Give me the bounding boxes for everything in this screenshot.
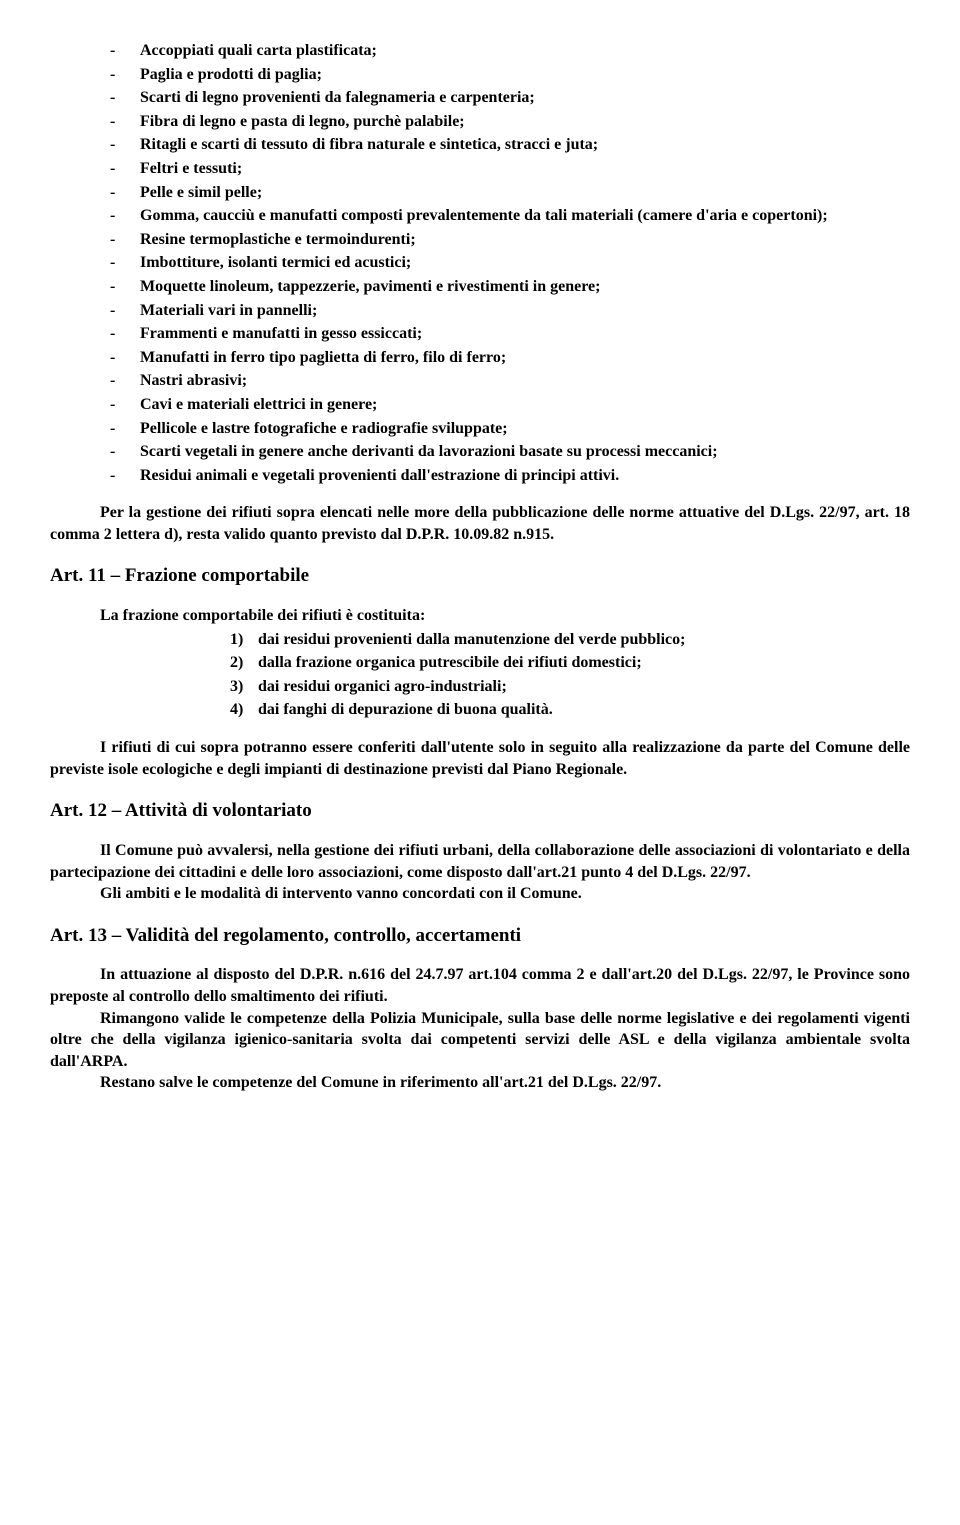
bullet-dash: - — [110, 205, 140, 227]
bullet-dash: - — [110, 40, 140, 62]
bullet-dash: - — [110, 465, 140, 487]
bullet-dash: - — [110, 441, 140, 463]
bullet-item: -Manufatti in ferro tipo paglietta di fe… — [110, 347, 910, 369]
numbered-marker: 3) — [230, 676, 258, 698]
bullet-text: Resine termoplastiche e termoindurenti; — [140, 229, 910, 251]
bullet-text: Paglia e prodotti di paglia; — [140, 64, 910, 86]
bullet-dash: - — [110, 347, 140, 369]
bullet-dash: - — [110, 252, 140, 274]
bullet-item: -Residui animali e vegetali provenienti … — [110, 465, 910, 487]
paragraph-gestione: Per la gestione dei rifiuti sopra elenca… — [50, 502, 910, 545]
bullet-text: Pelle e simil pelle; — [140, 182, 910, 204]
bullet-dash: - — [110, 370, 140, 392]
bullet-item: -Imbottiture, isolanti termici ed acusti… — [110, 252, 910, 274]
bullet-item: -Scarti di legno provenienti da falegnam… — [110, 87, 910, 109]
bullet-dash: - — [110, 418, 140, 440]
numbered-item: 1)dai residui provenienti dalla manutenz… — [230, 629, 910, 651]
bullet-item: -Paglia e prodotti di paglia; — [110, 64, 910, 86]
bullet-item: -Accoppiati quali carta plastificata; — [110, 40, 910, 62]
heading-art-11: Art. 11 – Frazione comportabile — [50, 563, 910, 589]
bullet-item: -Frammenti e manufatti in gesso essiccat… — [110, 323, 910, 345]
paragraph-restano: Restano salve le competenze del Comune i… — [50, 1072, 910, 1094]
paragraph-competenze: Rimangono valide le competenze della Pol… — [50, 1008, 910, 1073]
bullet-text: Gomma, caucciù e manufatti composti prev… — [140, 205, 910, 227]
bullet-item: -Pelle e simil pelle; — [110, 182, 910, 204]
numbered-text: dai residui provenienti dalla manutenzio… — [258, 629, 910, 651]
paragraph-attuazione: In attuazione al disposto del D.P.R. n.6… — [50, 964, 910, 1007]
heading-art-13: Art. 13 – Validità del regolamento, cont… — [50, 923, 910, 949]
bullet-dash: - — [110, 300, 140, 322]
bullet-item: -Gomma, caucciù e manufatti composti pre… — [110, 205, 910, 227]
numbered-item: 3)dai residui organici agro-industriali; — [230, 676, 910, 698]
bullet-item: -Materiali vari in pannelli; — [110, 300, 910, 322]
bullet-item: -Cavi e materiali elettrici in genere; — [110, 394, 910, 416]
numbered-marker: 4) — [230, 699, 258, 721]
bullet-item: -Ritagli e scarti di tessuto di fibra na… — [110, 134, 910, 156]
bullet-text: Fibra di legno e pasta di legno, purchè … — [140, 111, 910, 133]
paragraph-frazione-intro: La frazione comportabile dei rifiuti è c… — [50, 605, 910, 627]
numbered-list: 1)dai residui provenienti dalla manutenz… — [230, 629, 910, 721]
bullet-item: -Fibra di legno e pasta di legno, purchè… — [110, 111, 910, 133]
bullet-dash: - — [110, 182, 140, 204]
numbered-item: 2)dalla frazione organica putrescibile d… — [230, 652, 910, 674]
bullet-text: Scarti di legno provenienti da falegname… — [140, 87, 910, 109]
bullet-dash: - — [110, 64, 140, 86]
bullet-text: Feltri e tessuti; — [140, 158, 910, 180]
numbered-text: dai fanghi di depurazione di buona quali… — [258, 699, 910, 721]
bullet-dash: - — [110, 134, 140, 156]
bullet-item: -Pellicole e lastre fotografiche e radio… — [110, 418, 910, 440]
bullet-item: -Scarti vegetali in genere anche derivan… — [110, 441, 910, 463]
bullet-dash: - — [110, 323, 140, 345]
bullet-dash: - — [110, 87, 140, 109]
bullet-item: -Feltri e tessuti; — [110, 158, 910, 180]
bullet-dash: - — [110, 111, 140, 133]
paragraph-comune: Il Comune può avvalersi, nella gestione … — [50, 840, 910, 883]
bullet-text: Scarti vegetali in genere anche derivant… — [140, 441, 910, 463]
bullet-text: Moquette linoleum, tappezzerie, paviment… — [140, 276, 910, 298]
heading-art-12: Art. 12 – Attività di volontariato — [50, 798, 910, 824]
bullet-text: Manufatti in ferro tipo paglietta di fer… — [140, 347, 910, 369]
bullet-item: -Nastri abrasivi; — [110, 370, 910, 392]
paragraph-ambiti: Gli ambiti e le modalità di intervento v… — [50, 883, 910, 905]
bullet-dash: - — [110, 394, 140, 416]
bullet-text: Materiali vari in pannelli; — [140, 300, 910, 322]
bullet-text: Accoppiati quali carta plastificata; — [140, 40, 910, 62]
numbered-marker: 2) — [230, 652, 258, 674]
bullet-text: Pellicole e lastre fotografiche e radiog… — [140, 418, 910, 440]
bullet-list-a: -Accoppiati quali carta plastificata;-Pa… — [110, 40, 910, 486]
numbered-text: dalla frazione organica putrescibile dei… — [258, 652, 910, 674]
bullet-dash: - — [110, 158, 140, 180]
bullet-item: -Moquette linoleum, tappezzerie, pavimen… — [110, 276, 910, 298]
bullet-text: Frammenti e manufatti in gesso essiccati… — [140, 323, 910, 345]
bullet-text: Cavi e materiali elettrici in genere; — [140, 394, 910, 416]
bullet-dash: - — [110, 229, 140, 251]
bullet-text: Ritagli e scarti di tessuto di fibra nat… — [140, 134, 910, 156]
bullet-text: Nastri abrasivi; — [140, 370, 910, 392]
bullet-dash: - — [110, 276, 140, 298]
paragraph-rifiuti: I rifiuti di cui sopra potranno essere c… — [50, 737, 910, 780]
numbered-marker: 1) — [230, 629, 258, 651]
bullet-text: Imbottiture, isolanti termici ed acustic… — [140, 252, 910, 274]
numbered-item: 4)dai fanghi di depurazione di buona qua… — [230, 699, 910, 721]
numbered-text: dai residui organici agro-industriali; — [258, 676, 910, 698]
bullet-item: -Resine termoplastiche e termoindurenti; — [110, 229, 910, 251]
bullet-text: Residui animali e vegetali provenienti d… — [140, 465, 910, 487]
